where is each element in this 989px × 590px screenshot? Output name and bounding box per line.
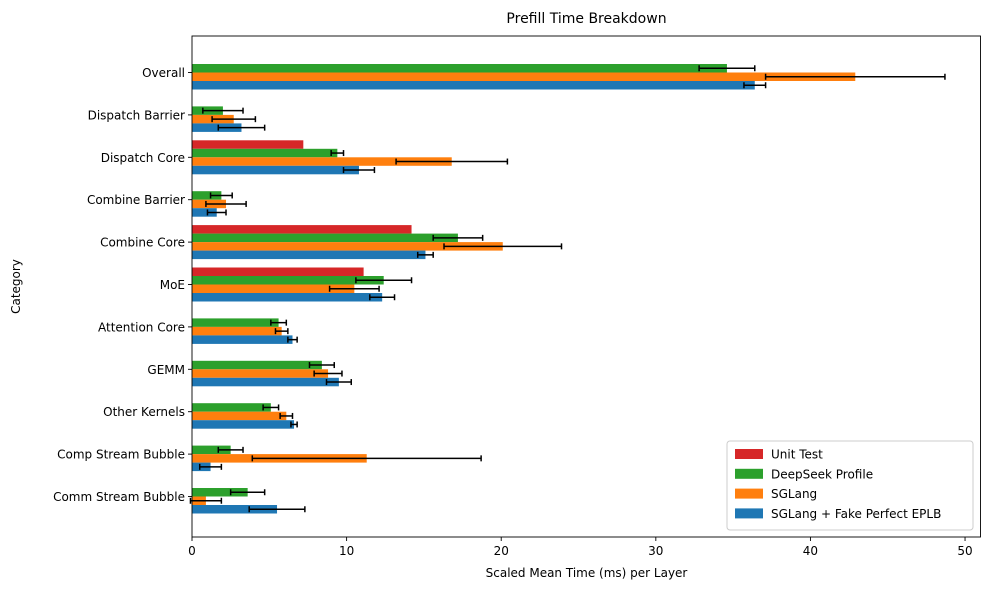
bar xyxy=(192,242,503,251)
bar xyxy=(192,140,304,149)
bar xyxy=(192,233,458,243)
y-tick-label: Other Kernels xyxy=(103,405,185,419)
bar xyxy=(192,360,322,370)
bar xyxy=(192,165,359,175)
x-axis-label: Scaled Mean Time (ms) per Layer xyxy=(486,566,688,580)
errorbars-group xyxy=(189,65,946,513)
bar xyxy=(192,81,755,90)
bar xyxy=(192,377,339,387)
y-tick-label: Attention Core xyxy=(98,320,185,334)
bar xyxy=(192,403,271,412)
bar xyxy=(192,64,727,73)
y-tick-label: Comp Stream Bubble xyxy=(57,448,185,462)
bar xyxy=(192,293,383,302)
bar xyxy=(192,326,282,336)
bar xyxy=(192,445,231,455)
chart-title: Prefill Time Breakdown xyxy=(506,11,666,27)
legend-label: SGLang + Fake Perfect EPLB xyxy=(771,507,941,521)
bar xyxy=(192,411,287,421)
y-tick-label: MoE xyxy=(160,278,185,292)
legend-swatch xyxy=(735,488,763,499)
x-tick-label: 30 xyxy=(648,544,663,558)
bar xyxy=(192,369,329,378)
bar xyxy=(192,123,242,132)
legend-label: Unit Test xyxy=(771,448,823,462)
x-tick-label: 10 xyxy=(339,544,354,558)
bar xyxy=(192,505,278,514)
bar xyxy=(192,420,295,429)
x-tick-label: 20 xyxy=(494,544,509,558)
y-tick-label: Combine Core xyxy=(100,236,185,250)
bar xyxy=(192,72,856,81)
bar xyxy=(192,488,248,497)
legend-swatch xyxy=(735,468,763,479)
plot-frame xyxy=(191,35,981,538)
bar xyxy=(192,157,452,166)
bar xyxy=(192,208,217,217)
bar xyxy=(192,284,355,293)
y-tick-label: Overall xyxy=(142,66,185,80)
bar xyxy=(192,267,364,276)
bar xyxy=(192,225,412,234)
x-axis: 0 10 20 30 40 50 xyxy=(188,537,973,558)
y-axis-label: Category xyxy=(9,259,23,314)
bars-group xyxy=(192,64,856,514)
legend: Unit Test DeepSeek Profile SGLang SGLang + … xyxy=(726,440,974,531)
y-tick-label: Dispatch Barrier xyxy=(88,108,185,122)
y-axis: Overall Dispatch Barrier Dispatch Core Comb… xyxy=(53,66,192,504)
x-tick-label: 50 xyxy=(957,544,972,558)
y-tick-label: GEMM xyxy=(147,363,185,377)
x-tick-label: 0 xyxy=(188,544,196,558)
y-tick-label: Comm Stream Bubble xyxy=(53,490,185,504)
legend-label: DeepSeek Profile xyxy=(771,467,873,481)
legend-box xyxy=(726,440,974,531)
legend-label: SGLang xyxy=(771,487,817,501)
legend-swatch xyxy=(735,508,763,519)
bar xyxy=(192,335,293,344)
y-tick-label: Dispatch Core xyxy=(101,151,185,165)
bar xyxy=(192,250,426,260)
bar xyxy=(192,276,384,285)
bar xyxy=(192,318,279,327)
bar xyxy=(192,148,338,158)
y-tick-label: Combine Barrier xyxy=(87,193,185,207)
x-tick-label: 40 xyxy=(803,544,818,558)
legend-swatch xyxy=(735,449,763,459)
bar xyxy=(192,191,222,200)
